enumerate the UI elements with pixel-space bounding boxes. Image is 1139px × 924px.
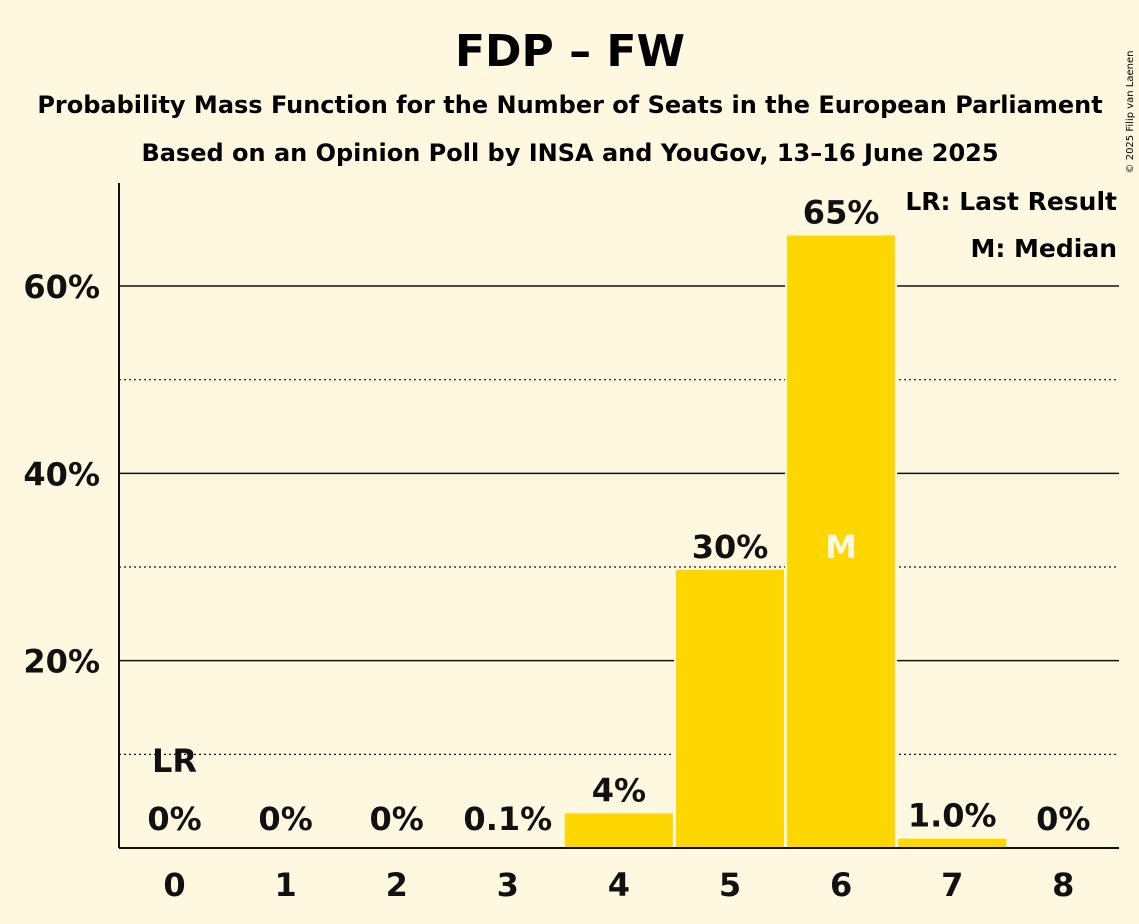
x-tick-label: 4 bbox=[608, 866, 630, 904]
data-label: 0% bbox=[147, 800, 201, 838]
data-label: 1.0% bbox=[908, 797, 997, 835]
x-tick-label: 1 bbox=[274, 866, 296, 904]
last-result-marker: LR bbox=[152, 742, 197, 780]
bar bbox=[676, 569, 784, 848]
x-tick-label: 6 bbox=[830, 866, 852, 904]
data-label: 0% bbox=[1036, 800, 1090, 838]
axes: 20% 40% 60% 0 1 2 3 4 5 6 7 8 bbox=[23, 183, 1119, 904]
copyright-text: © 2025 Filip van Laenen bbox=[1125, 51, 1136, 174]
y-tick-label: 20% bbox=[23, 643, 100, 681]
bars bbox=[562, 233, 1009, 849]
x-tick-label: 5 bbox=[719, 866, 741, 904]
legend-median: M: Median bbox=[970, 234, 1117, 263]
chart-source: Based on an Opinion Poll by INSA and You… bbox=[141, 139, 998, 167]
x-tick-label: 2 bbox=[386, 866, 408, 904]
data-label: 0% bbox=[258, 800, 312, 838]
data-label: 65% bbox=[803, 193, 880, 231]
gridlines bbox=[119, 285, 1119, 755]
bar bbox=[564, 813, 673, 848]
chart-title: FDP – FW bbox=[455, 26, 685, 77]
data-label: 0% bbox=[370, 800, 424, 838]
legend-last-result: LR: Last Result bbox=[905, 187, 1117, 216]
bar bbox=[787, 235, 896, 849]
data-label: 0.1% bbox=[463, 800, 552, 838]
x-tick-label: 3 bbox=[497, 866, 519, 904]
data-label: 30% bbox=[692, 528, 769, 566]
data-label: 4% bbox=[592, 771, 646, 809]
y-tick-label: 40% bbox=[23, 455, 100, 493]
median-marker: M bbox=[825, 528, 857, 566]
value-labels: 0% 0% 0% 0.1% 4% 30% 65% 1.0% 0% LR M bbox=[147, 193, 1090, 838]
x-tick-label: 0 bbox=[163, 866, 185, 904]
x-tick-label: 8 bbox=[1052, 866, 1074, 904]
x-tick-label: 7 bbox=[941, 866, 963, 904]
chart-subtitle: Probability Mass Function for the Number… bbox=[37, 91, 1102, 119]
y-tick-label: 60% bbox=[23, 268, 100, 306]
bar bbox=[898, 838, 1007, 848]
